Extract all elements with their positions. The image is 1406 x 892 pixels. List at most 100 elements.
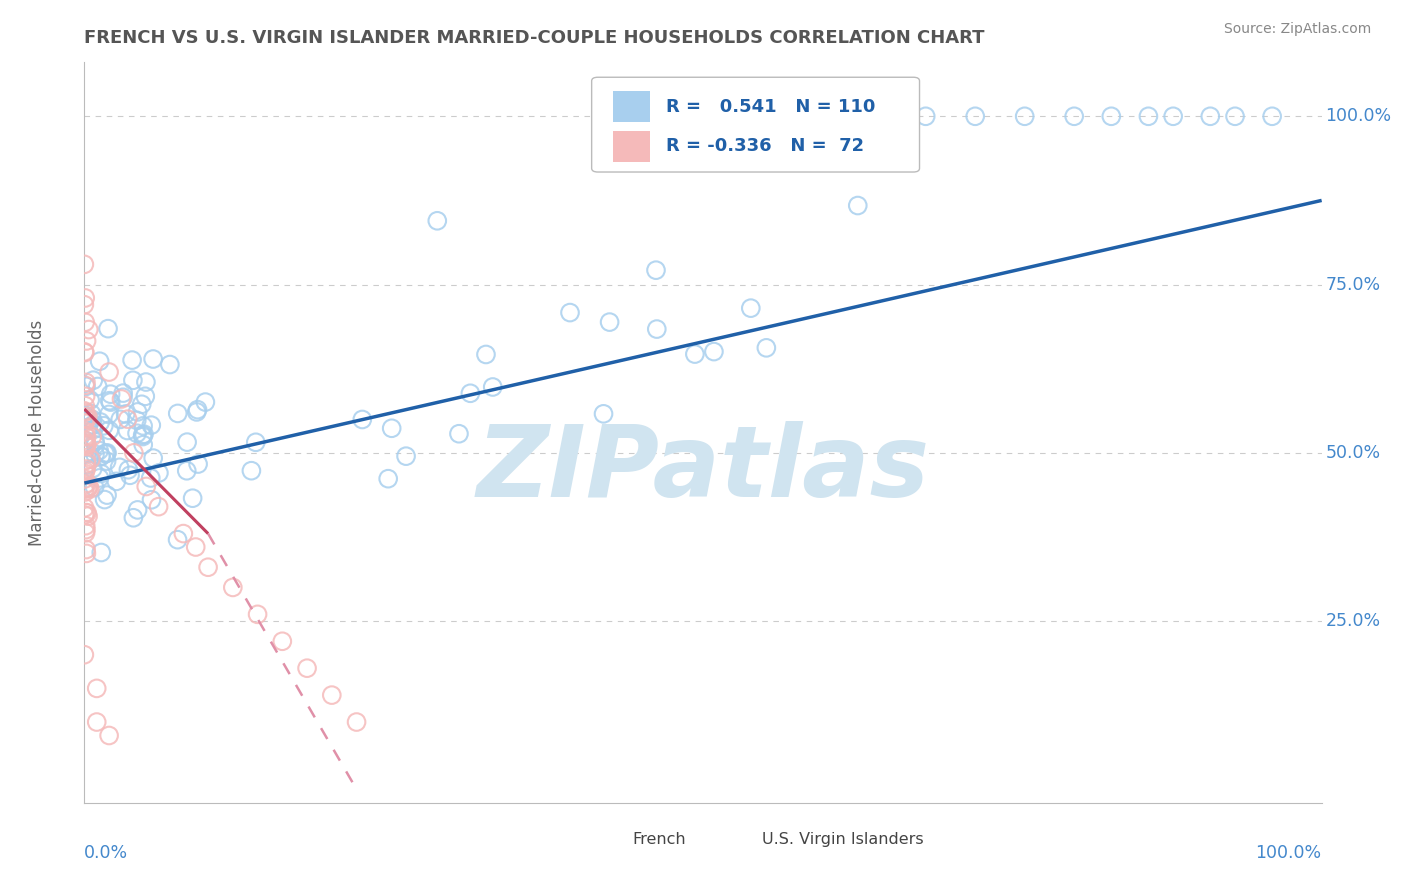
- Point: [110, 392, 132, 406]
- Point: [96, 446, 118, 460]
- Point: [76, 458, 98, 472]
- Point: [77, 479, 100, 493]
- Point: [166, 406, 188, 420]
- Point: [846, 198, 869, 212]
- Point: [84, 447, 107, 461]
- Point: [132, 418, 155, 433]
- Point: [73, 482, 96, 496]
- Text: ZIPatlas: ZIPatlas: [477, 421, 929, 518]
- Point: [90, 450, 112, 464]
- Point: [86, 714, 108, 729]
- Point: [90, 467, 112, 481]
- Point: [90, 545, 112, 559]
- Text: 25.0%: 25.0%: [1326, 612, 1381, 630]
- Point: [82, 461, 104, 475]
- Point: [187, 457, 209, 471]
- Point: [75, 440, 97, 454]
- Point: [89, 354, 111, 368]
- Point: [75, 315, 97, 329]
- Point: [75, 379, 97, 393]
- Point: [475, 347, 498, 361]
- Point: [75, 525, 97, 540]
- Point: [481, 380, 503, 394]
- Point: [89, 415, 111, 429]
- Text: 100.0%: 100.0%: [1326, 107, 1392, 125]
- Point: [98, 365, 121, 379]
- Point: [73, 408, 96, 422]
- Point: [77, 322, 100, 336]
- Point: [79, 413, 101, 427]
- Point: [1014, 109, 1036, 123]
- Point: [73, 298, 96, 312]
- Point: [426, 214, 449, 228]
- Point: [76, 506, 98, 520]
- Text: 0.0%: 0.0%: [84, 844, 128, 862]
- Point: [683, 347, 706, 361]
- Point: [131, 397, 153, 411]
- Point: [76, 446, 98, 460]
- Point: [89, 443, 111, 458]
- Text: Source: ZipAtlas.com: Source: ZipAtlas.com: [1223, 22, 1371, 37]
- Point: [447, 426, 470, 441]
- Point: [79, 392, 101, 407]
- Point: [76, 453, 98, 467]
- Text: 50.0%: 50.0%: [1326, 444, 1381, 462]
- Point: [121, 353, 143, 368]
- Point: [73, 405, 96, 419]
- Point: [1137, 109, 1160, 123]
- Point: [127, 503, 149, 517]
- Point: [321, 688, 343, 702]
- Point: [1261, 109, 1284, 123]
- Point: [1063, 109, 1085, 123]
- Point: [159, 358, 181, 372]
- Point: [96, 446, 118, 460]
- Point: [197, 560, 219, 574]
- Point: [80, 412, 103, 426]
- Point: [83, 480, 105, 494]
- Point: [142, 351, 165, 366]
- Point: [592, 407, 614, 421]
- Point: [1099, 109, 1122, 123]
- Point: [94, 446, 117, 460]
- Point: [381, 421, 404, 435]
- Point: [141, 418, 163, 433]
- Point: [141, 492, 163, 507]
- Point: [80, 452, 103, 467]
- Point: [187, 402, 209, 417]
- Point: [75, 477, 97, 491]
- Point: [76, 411, 98, 425]
- Point: [90, 450, 112, 464]
- Point: [73, 467, 96, 481]
- Point: [108, 460, 131, 475]
- Point: [645, 322, 668, 336]
- Point: [76, 481, 98, 495]
- Point: [98, 408, 121, 422]
- Point: [84, 434, 107, 449]
- Point: [75, 518, 97, 533]
- Point: [76, 476, 98, 491]
- Point: [1223, 109, 1246, 123]
- Point: [122, 446, 145, 460]
- Point: [73, 416, 96, 430]
- Point: [80, 407, 103, 421]
- Point: [98, 729, 121, 743]
- FancyBboxPatch shape: [613, 91, 650, 122]
- Point: [97, 321, 120, 335]
- Point: [73, 648, 96, 662]
- Point: [166, 533, 188, 547]
- Point: [703, 344, 725, 359]
- Point: [75, 376, 97, 390]
- Point: [73, 500, 96, 515]
- Point: [75, 546, 97, 560]
- Point: [77, 509, 100, 524]
- Point: [76, 437, 98, 451]
- Point: [75, 291, 97, 305]
- Point: [112, 390, 135, 404]
- Point: [73, 472, 96, 486]
- Point: [122, 510, 145, 524]
- Point: [75, 506, 97, 520]
- Point: [76, 457, 98, 471]
- Point: [76, 481, 98, 495]
- Point: [114, 407, 136, 421]
- Point: [755, 341, 778, 355]
